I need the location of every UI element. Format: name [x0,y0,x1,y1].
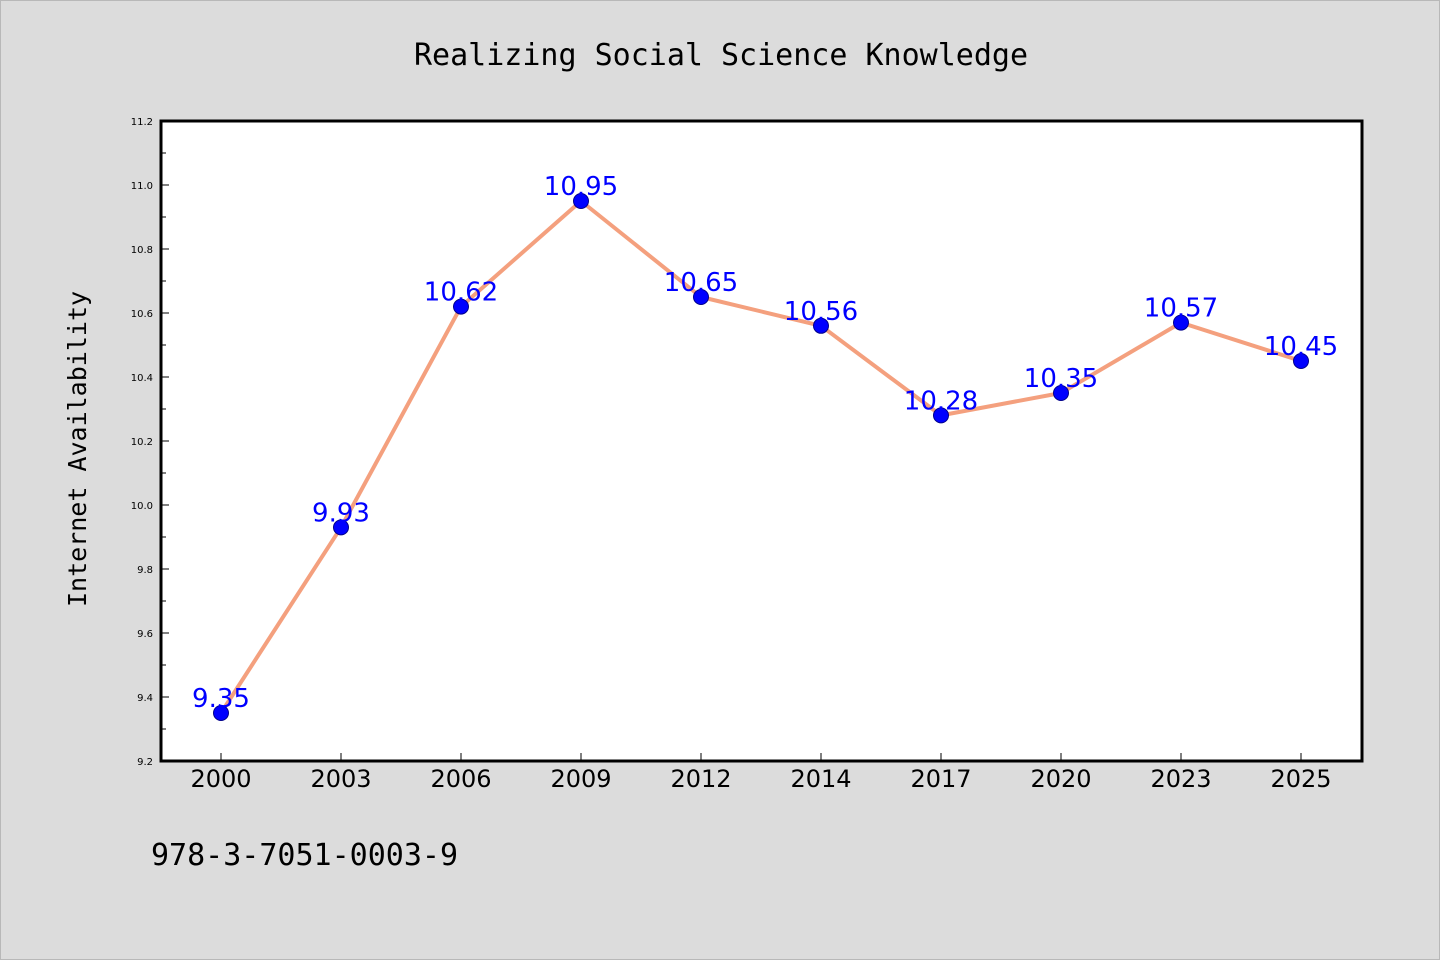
x-tick-label: 2014 [790,765,851,793]
y-tick-label: 10.2 [131,437,153,448]
chart-title: Realizing Social Science Knowledge [414,38,1028,73]
data-label: 9.35 [192,684,250,714]
y-tick-label: 10.4 [131,373,153,384]
data-label: 10.35 [1024,364,1098,394]
x-tick-label: 2006 [430,765,491,793]
y-tick-label: 9.6 [137,629,153,640]
data-point [1293,353,1309,369]
data-label: 9.93 [312,498,370,528]
data-point [1053,385,1069,401]
data-point [933,407,949,424]
plot-area [159,119,1364,763]
x-tick-label: 2017 [910,765,971,793]
data-point [573,193,589,209]
data-point [693,289,709,305]
data-point [1173,314,1189,331]
y-tick-label: 10.8 [131,245,153,256]
x-tick-label: 2009 [550,765,611,793]
y-axis-ticks: 9.2 9.4 9.6 9.8 10.0 10.2 10.4 10.6 10.8 11.0 11.2 [131,117,169,768]
y-tick-label: 11.2 [131,117,153,128]
y-tick-label: 10.0 [131,501,153,512]
data-label: 10.65 [664,268,738,298]
data-labels: 9.35 9.93 10.62 10.95 10.65 10.56 10.28 10.35 10… [192,172,1338,714]
series-line [219,199,1302,715]
y-tick-label: 11.0 [131,181,153,192]
x-tick-label: 2012 [670,765,731,793]
data-point [453,298,469,315]
x-axis-ticks: 2000 2003 2006 2009 2012 2014 2017 2020 2023 2025 [190,753,1332,793]
y-tick-label: 9.4 [137,693,153,704]
data-point [213,705,229,721]
data-label: 10.62 [424,278,498,308]
x-tick-label: 2025 [1270,765,1331,793]
x-tick-label: 2003 [310,765,371,793]
data-label: 10.56 [784,297,858,327]
data-point [333,519,349,536]
data-point [813,317,829,334]
y-tick-label: 9.2 [137,757,153,768]
data-label: 10.28 [904,386,978,416]
data-label: 10.45 [1264,332,1338,362]
isbn-footer: 978-3-7051-0003-9 [151,838,458,873]
y-tick-label: 9.8 [137,565,153,576]
x-tick-label: 2020 [1030,765,1091,793]
x-tick-label: 2023 [1150,765,1211,793]
data-points [213,193,1309,721]
data-label: 10.57 [1144,294,1218,324]
y-axis-label: Internet Availability [63,291,92,607]
y-tick-label: 10.6 [131,309,153,320]
x-tick-label: 2000 [190,765,251,793]
data-label: 10.95 [544,172,618,202]
